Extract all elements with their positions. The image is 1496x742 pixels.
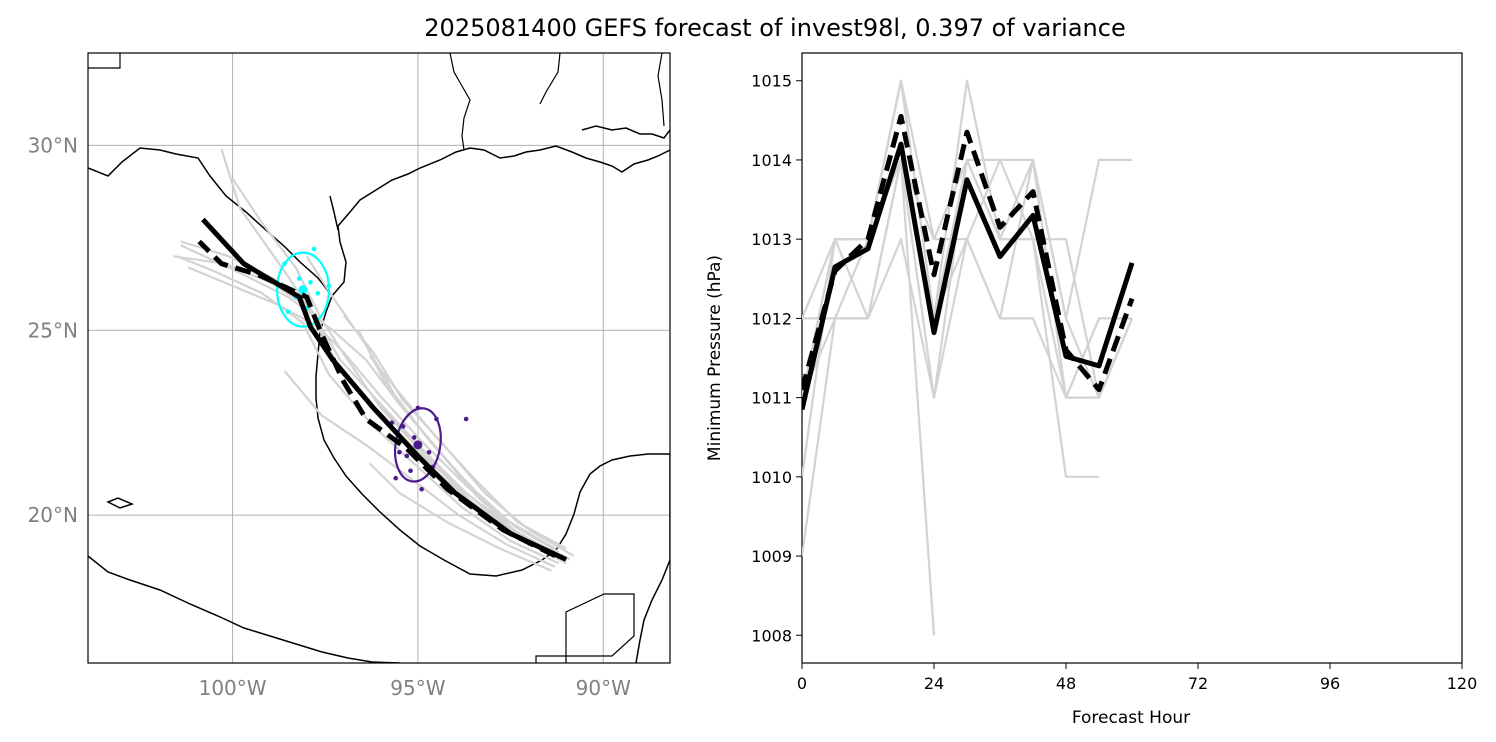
map-lat-label: 20°N xyxy=(28,503,78,527)
pressure-ytick-label: 1012 xyxy=(751,309,792,328)
coastline-pacific xyxy=(88,555,401,663)
member-position-late xyxy=(397,449,402,455)
member-track xyxy=(187,266,556,550)
pressure-ytick-label: 1009 xyxy=(751,547,792,566)
member-position-early xyxy=(285,309,291,315)
pressure-ylabel: Minimum Pressure (hPa) xyxy=(705,255,725,461)
pressure-ytick-label: 1013 xyxy=(751,230,792,249)
border-state-1 xyxy=(449,53,471,151)
pressure-mean-lines xyxy=(802,113,1135,411)
borders xyxy=(88,53,665,663)
ellipse-center xyxy=(413,440,423,450)
pressure-xtick-label: 24 xyxy=(924,674,944,693)
member-position-early xyxy=(311,246,317,252)
map-lon-label: 95°W xyxy=(390,676,445,700)
island-coast xyxy=(106,497,135,509)
map-lon-label: 100°W xyxy=(199,676,267,700)
pressure-xtick-label: 48 xyxy=(1056,674,1076,693)
spread-ellipse xyxy=(275,251,331,328)
pressure-xtick-label: 0 xyxy=(797,674,807,693)
pressure-ytick-label: 1011 xyxy=(751,389,792,408)
map-tick-labels: 100°W 95°W 90°W 30°N 25°N 20°N xyxy=(28,133,632,700)
border-central-america xyxy=(535,593,635,663)
border-state-2 xyxy=(539,53,561,105)
pressure-xtick-label: 96 xyxy=(1320,674,1340,693)
member-position-late xyxy=(411,435,417,440)
map-frame xyxy=(87,52,671,664)
track-map-panel: 100°W 95°W 90°W 30°N 25°N 20°N xyxy=(28,52,671,700)
pressure-member-line xyxy=(802,158,1101,398)
pressure-member-lines xyxy=(802,79,1134,636)
member-position-early xyxy=(296,276,302,281)
pressure-ytick-label: 1014 xyxy=(751,151,792,170)
member-track xyxy=(368,462,552,572)
mean-tracks xyxy=(197,217,568,562)
pressure-ytick-label: 1010 xyxy=(751,468,792,487)
border-state-3 xyxy=(657,53,665,127)
texas-barrier xyxy=(329,195,339,231)
pressure-xtick-label: 120 xyxy=(1447,674,1478,693)
figure-title: 2025081400 GEFS forecast of invest98l, 0… xyxy=(424,14,1125,42)
pressure-xlabel: Forecast Hour xyxy=(1072,708,1190,728)
member-track xyxy=(283,370,556,568)
ellipse-center xyxy=(298,285,308,295)
member-position-late xyxy=(393,475,398,481)
map-lat-label: 30°N xyxy=(28,133,78,157)
member-track xyxy=(342,314,575,557)
map-background xyxy=(88,53,670,663)
member-position-late xyxy=(426,449,432,455)
pressure-ytick-label: 1008 xyxy=(751,626,792,645)
map-lat-label: 25°N xyxy=(28,318,78,342)
member-position-early xyxy=(308,279,313,285)
map-lon-label: 90°W xyxy=(576,676,631,700)
border-us-mexico xyxy=(88,53,121,69)
deterministic-track xyxy=(197,239,557,559)
coastlines xyxy=(88,125,670,663)
coastline-yucatan-east xyxy=(635,454,670,663)
member-position-late xyxy=(419,486,424,492)
pressure-deterministic-line xyxy=(802,113,1135,393)
pressure-ytick-label: 1015 xyxy=(751,72,792,91)
coastline-mississippi xyxy=(581,125,670,139)
member-position-late xyxy=(408,468,413,474)
pressure-xtick-label: 72 xyxy=(1188,674,1208,693)
pressure-mean-line xyxy=(802,141,1135,411)
coastline-gulf xyxy=(88,145,670,298)
member-position-late xyxy=(404,453,410,459)
member-position-late xyxy=(463,416,469,422)
member-track xyxy=(180,244,564,561)
pressure-ticks: 0 24 48 72 96 120 1008 1009 1010 1011 1012 1013 1014… xyxy=(751,72,1477,693)
member-track xyxy=(176,255,560,565)
member-position-early xyxy=(315,291,321,296)
map-gridlines xyxy=(88,53,670,663)
coastline-west-gulf xyxy=(315,295,670,577)
pressure-panel: 0 24 48 72 96 120 1008 1009 1010 1011 1012 1013 1014… xyxy=(705,52,1477,728)
